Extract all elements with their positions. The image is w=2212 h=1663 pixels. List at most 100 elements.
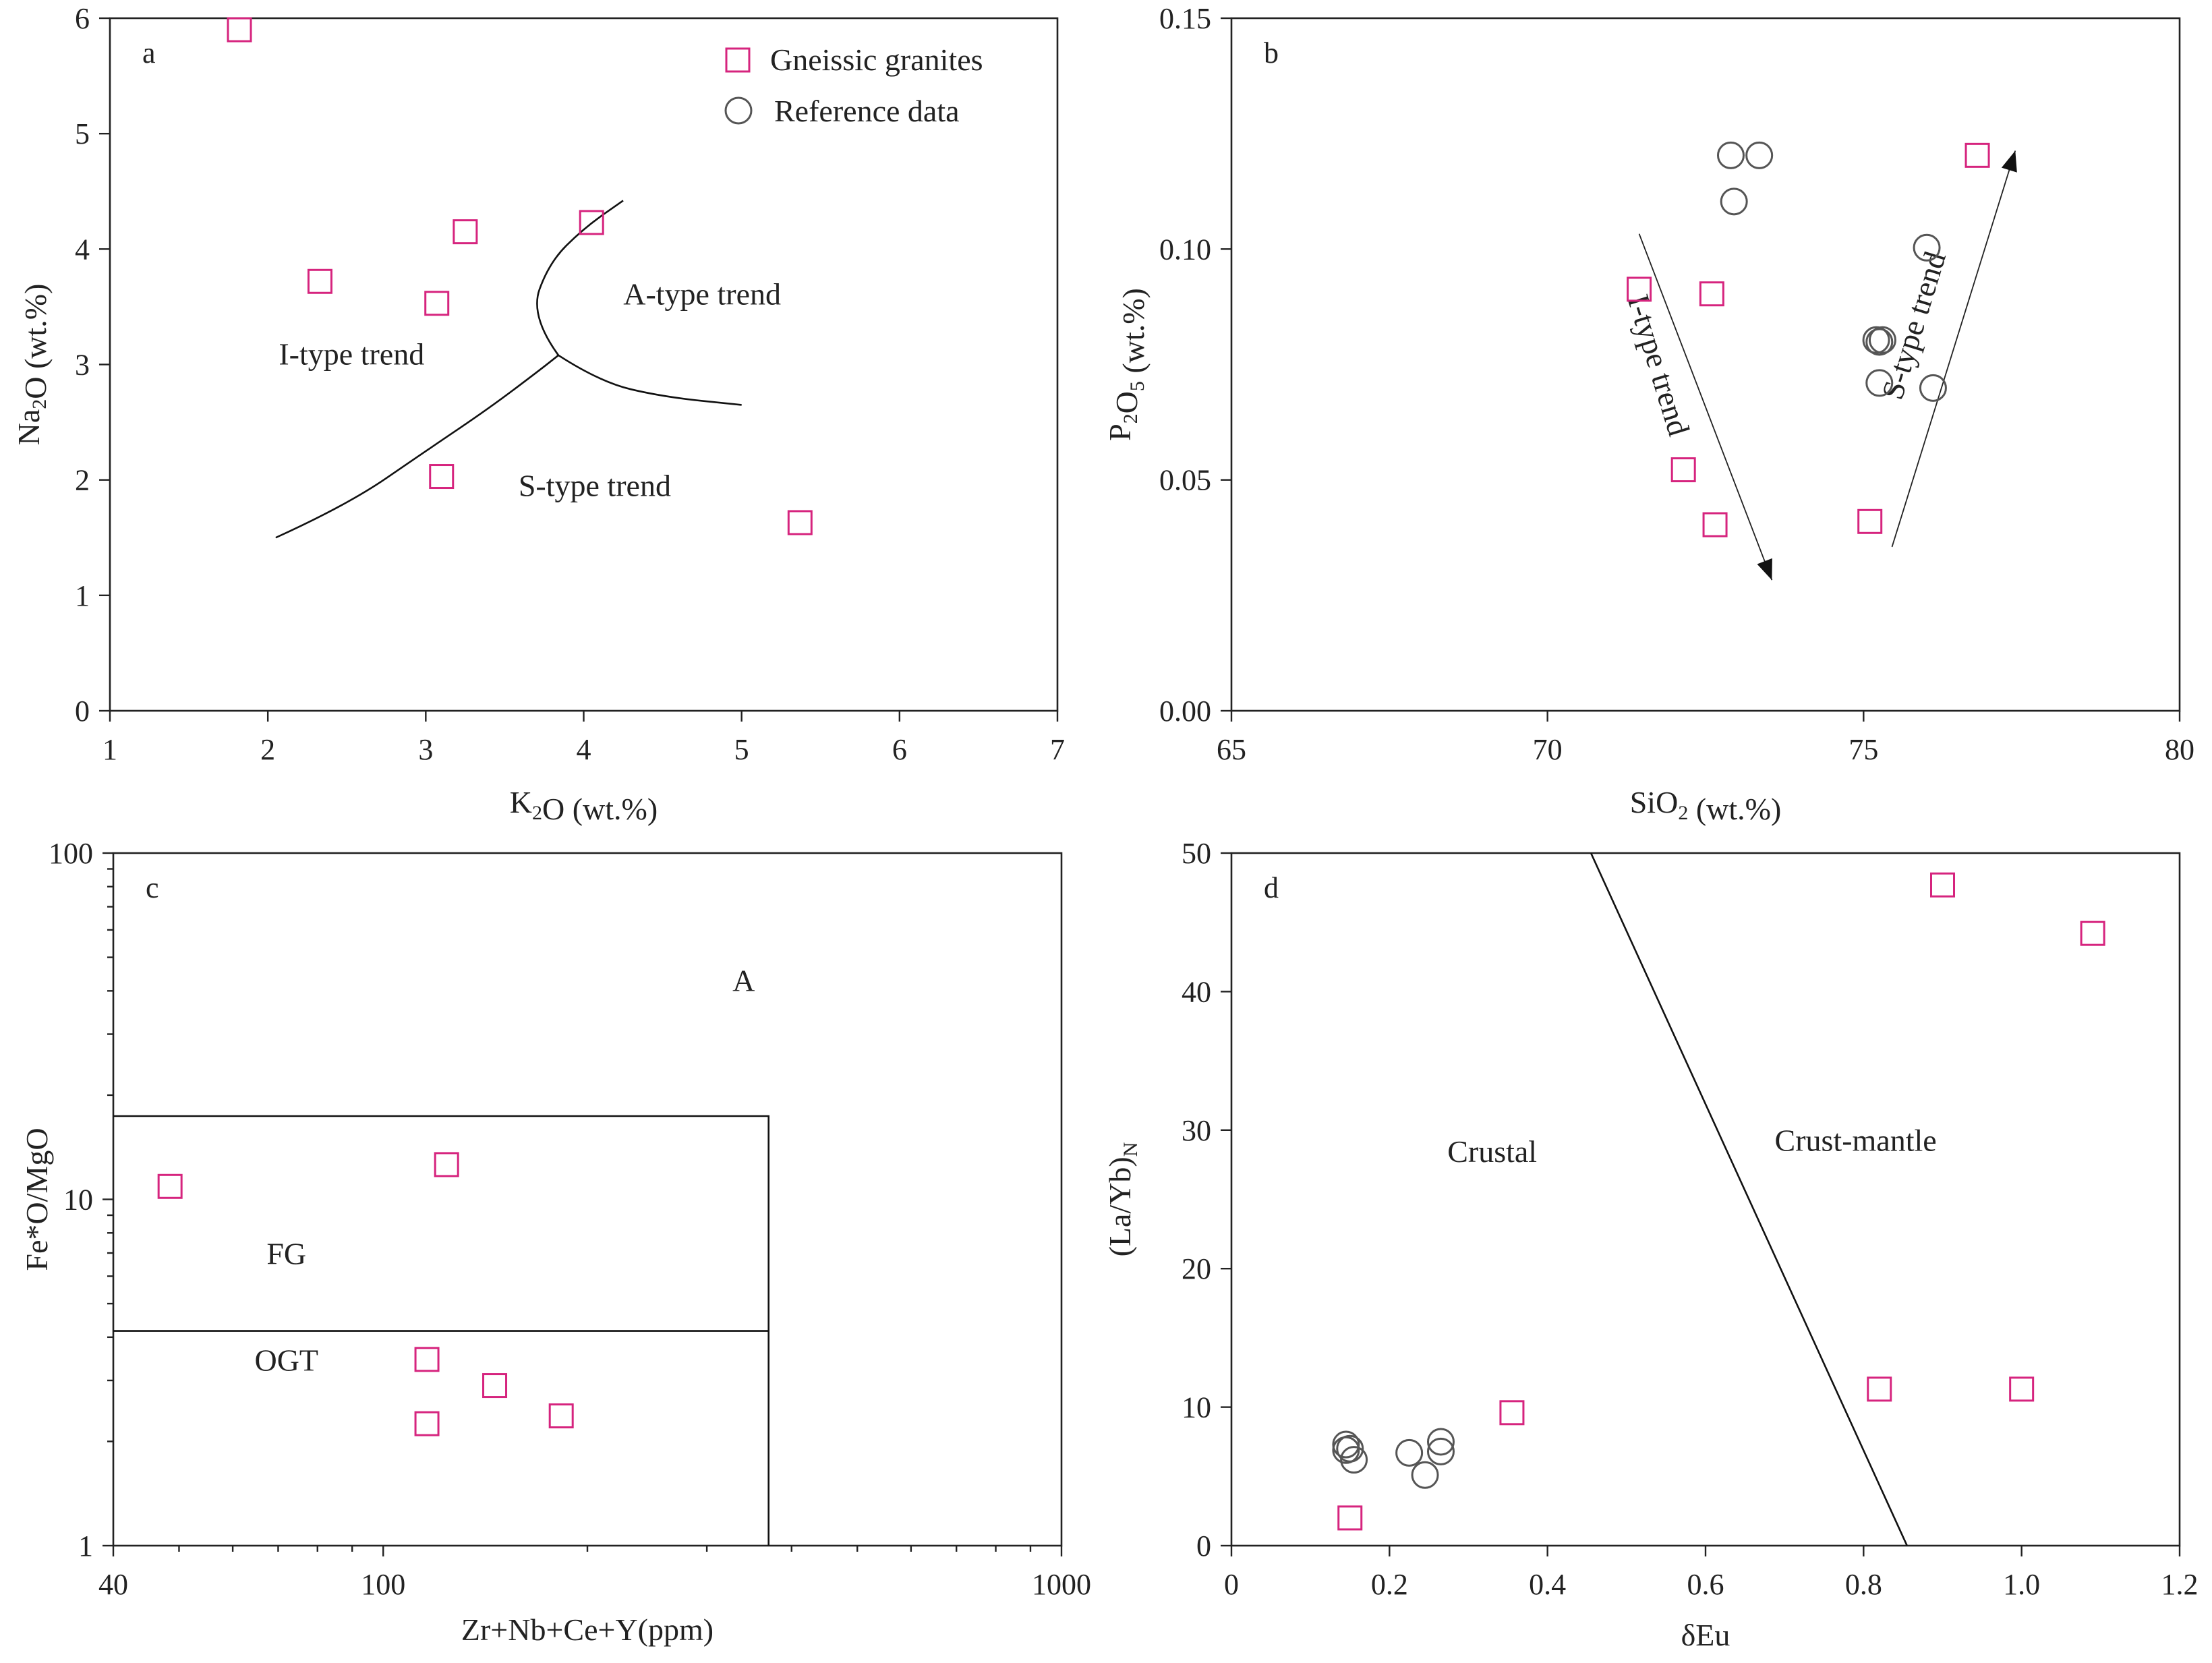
- x-tick-label: 65: [1217, 733, 1246, 766]
- reference-data-point: [1332, 1430, 1360, 1459]
- boundary-curve: [558, 354, 742, 406]
- gneissic-granite-point: [548, 1403, 574, 1429]
- gneissic-granite-point: [307, 268, 332, 294]
- x-axis-label: K2O (wt.%): [510, 785, 658, 826]
- reference-data-point: [1332, 1436, 1360, 1464]
- trend-arrow-head: [1757, 558, 1772, 581]
- y-tick-label: 50: [1182, 837, 1211, 870]
- legend-reference-marker: [724, 96, 753, 125]
- x-tick-label: 2: [260, 733, 275, 766]
- x-axis-label: SiO2 (wt.%): [1630, 785, 1782, 826]
- y-axis-label: Na2O (wt.%): [11, 284, 53, 446]
- field-label: OGT: [254, 1343, 318, 1378]
- x-axis-label: Zr+Nb+Ce+Y(ppm): [461, 1612, 714, 1647]
- gneissic-granite-point: [1964, 142, 1990, 168]
- reference-data-point: [1340, 1446, 1368, 1474]
- reference-data-point: [1745, 141, 1774, 169]
- field-label: Crust-mantle: [1775, 1124, 1937, 1158]
- gneissic-granite-point: [157, 1173, 183, 1199]
- gneissic-granite-point: [579, 210, 604, 235]
- y-tick-label: 2: [75, 464, 90, 497]
- legend-gneissic-marker: [725, 47, 751, 73]
- y-tick-label: 0.10: [1159, 233, 1211, 266]
- y-tick-label: 10: [1182, 1391, 1211, 1424]
- x-tick-label: 5: [734, 733, 749, 766]
- panel-c: 40 100 1000 1 10 100 Zr+Nb+Ce+Y(ppm) Fe*O/MgO c A…: [20, 837, 1091, 1647]
- gneissic-granite-point: [787, 510, 813, 535]
- x-tick-label: 1.2: [2161, 1568, 2199, 1601]
- x-tick-label: 0: [1224, 1568, 1239, 1601]
- x-tick-label: 70: [1533, 733, 1563, 766]
- reference-data-point: [1868, 326, 1896, 354]
- x-tick-label: 4: [577, 733, 591, 766]
- y-tick-label: 30: [1182, 1114, 1211, 1147]
- x-tick-label: 75: [1849, 733, 1878, 766]
- gneissic-granite-point: [429, 464, 455, 490]
- x-tick-label: 1.0: [2003, 1568, 2040, 1601]
- gneissic-granite-point: [424, 291, 450, 316]
- x-tick-label: 80: [2165, 733, 2194, 766]
- gneissic-granite-point: [1337, 1505, 1363, 1531]
- x-axis-label: δEu: [1681, 1618, 1730, 1652]
- gneissic-granite-point: [1702, 512, 1728, 537]
- x-tick-label: 0.8: [1845, 1568, 1882, 1601]
- y-tick-label: 0: [1196, 1529, 1211, 1563]
- y-tick-label: 20: [1182, 1252, 1211, 1285]
- gneissic-granite-point: [1867, 1376, 1892, 1402]
- y-axis-label: (La/Yb)N: [1103, 1142, 1142, 1257]
- gneissic-granite-point: [1499, 1400, 1525, 1426]
- trend-arrow-head: [2001, 150, 2017, 173]
- x-tick-label: 1000: [1032, 1568, 1091, 1601]
- panel-letter: d: [1264, 871, 1279, 904]
- reference-data-point: [1716, 141, 1745, 169]
- reference-data-point: [1865, 369, 1894, 397]
- gneissic-granite-point: [434, 1152, 459, 1177]
- gneissic-granite-point: [414, 1347, 440, 1372]
- field-label: Crustal: [1447, 1134, 1537, 1169]
- reference-data-point: [1862, 326, 1890, 354]
- reference-data-point: [1919, 374, 1947, 402]
- x-tick-label: 40: [98, 1568, 128, 1601]
- y-tick-label: 40: [1182, 975, 1211, 1008]
- x-tick-label: 0.2: [1371, 1568, 1408, 1601]
- legend-gneissic-label: Gneissic granites: [770, 42, 983, 77]
- y-tick-label: 0.00: [1159, 695, 1211, 728]
- gneissic-granite-point: [2080, 921, 2105, 946]
- field-label: I-type trend: [279, 337, 424, 372]
- y-tick-label: 100: [49, 837, 93, 870]
- gneissic-granite-point: [1627, 276, 1652, 302]
- reference-data-point: [1913, 233, 1941, 262]
- y-tick-label: 1: [78, 1529, 93, 1563]
- reference-data-point: [1865, 328, 1894, 356]
- gneissic-granite-point: [1930, 872, 1955, 898]
- x-tick-label: 1: [103, 733, 117, 766]
- trend-arrow-line: [1638, 233, 1773, 581]
- field-label: A: [732, 963, 755, 997]
- gneissic-granite-point: [482, 1373, 508, 1399]
- field-boundary-line: [113, 1115, 769, 1546]
- y-tick-label: 0.15: [1159, 2, 1211, 35]
- boundary-curve: [275, 354, 559, 539]
- gneissic-granite-point: [1699, 281, 1724, 307]
- panel-letter: c: [146, 871, 159, 904]
- reference-data-point: [1395, 1438, 1424, 1467]
- y-tick-label: 0.05: [1159, 464, 1211, 497]
- reference-data-point: [1426, 1428, 1455, 1456]
- panel-d: 0 0.2 0.4 0.6 0.8 1.0 1.2 0 10 20 30 40 50 δEu (La/Yb)…: [1103, 837, 2199, 1652]
- reference-data-point: [1720, 187, 1748, 216]
- x-tick-label: 6: [892, 733, 907, 766]
- legend: Gneissic granites Reference data: [724, 42, 983, 128]
- gneissic-granite-point: [453, 219, 478, 245]
- x-tick-label: 7: [1050, 733, 1065, 766]
- gneissic-granite-point: [1857, 508, 1883, 534]
- field-label: A-type trend: [623, 276, 781, 311]
- gneissic-granite-point: [227, 17, 252, 42]
- y-tick-label: 10: [63, 1184, 93, 1217]
- x-tick-label: 3: [418, 733, 433, 766]
- plot-frame: [1230, 17, 2181, 712]
- gneissic-granite-point: [414, 1411, 440, 1436]
- reference-data-point: [1411, 1461, 1439, 1489]
- gneissic-granite-point: [2009, 1376, 2035, 1402]
